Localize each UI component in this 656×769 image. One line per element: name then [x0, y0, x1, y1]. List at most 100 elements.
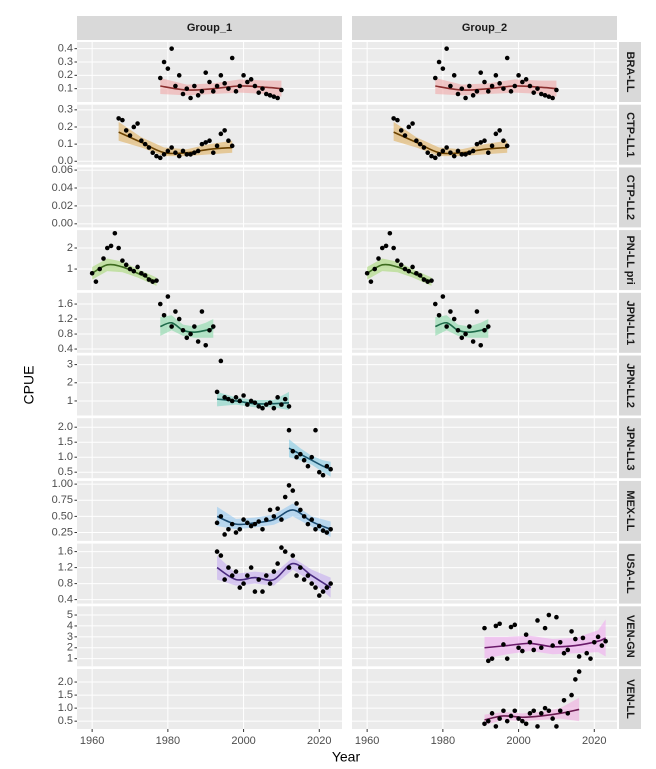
row-strip [619, 42, 641, 102]
y-tick-label: 2 [67, 377, 73, 389]
point [214, 549, 220, 554]
point [203, 70, 209, 75]
point [429, 278, 434, 283]
point [237, 526, 243, 532]
point [324, 585, 330, 590]
y-tick-label: 1.5 [58, 436, 73, 448]
point [535, 86, 540, 91]
point [527, 711, 533, 716]
point [290, 488, 296, 493]
point [248, 398, 254, 404]
point [169, 324, 174, 329]
x-tick-label: 2020 [582, 735, 606, 747]
row-strip [619, 292, 641, 353]
point [440, 66, 446, 71]
point [417, 141, 423, 147]
point [135, 264, 140, 270]
point [328, 581, 333, 586]
point [97, 266, 103, 272]
point [482, 138, 487, 143]
point [267, 507, 273, 513]
point [320, 472, 326, 478]
point [478, 140, 484, 145]
point [444, 46, 449, 51]
point [316, 469, 322, 475]
point [440, 148, 446, 154]
point [391, 116, 396, 121]
point [550, 716, 555, 721]
point [459, 86, 465, 91]
point [546, 94, 552, 99]
point [218, 131, 224, 137]
row-strip [619, 104, 641, 165]
point [316, 523, 322, 529]
point [279, 545, 284, 550]
y-tick-label: 1.2 [58, 313, 73, 325]
point [324, 463, 330, 469]
point [222, 128, 227, 133]
row-label: BRA-LL [624, 52, 636, 93]
row-label: PN-LL pri [624, 235, 636, 284]
y-tick-label: 2.0 [58, 421, 73, 433]
point [192, 150, 197, 155]
point [290, 448, 296, 454]
column-strip [77, 16, 342, 40]
point [591, 640, 597, 645]
point [573, 677, 578, 682]
point [298, 565, 303, 570]
point [463, 95, 468, 101]
point [451, 153, 457, 159]
point [233, 395, 239, 400]
y-tick-label: 0.4 [58, 43, 73, 55]
panel [77, 104, 342, 165]
row-strip [619, 543, 641, 604]
point [554, 87, 559, 93]
row-strip [619, 167, 641, 228]
point [89, 270, 95, 276]
y-tick-label: 1.6 [58, 298, 73, 310]
point [199, 89, 205, 94]
point [142, 273, 148, 278]
confidence-band [484, 619, 606, 659]
point [474, 141, 480, 147]
point [603, 638, 608, 644]
point [485, 150, 491, 155]
row-strip [619, 480, 641, 541]
point [226, 526, 231, 532]
point [328, 526, 333, 532]
point [229, 55, 235, 61]
point [112, 230, 118, 236]
point [275, 561, 280, 566]
point [222, 532, 227, 537]
row-label: CTP-LL2 [624, 175, 636, 220]
point [501, 86, 506, 91]
point [497, 716, 502, 721]
point [497, 81, 502, 86]
point [489, 83, 495, 89]
point [320, 528, 326, 533]
y-tick-label: 0.3 [58, 104, 73, 116]
point [305, 521, 311, 527]
point [214, 520, 220, 526]
point [169, 46, 174, 51]
point [489, 143, 495, 149]
point [241, 393, 246, 398]
point [222, 577, 227, 582]
point [263, 573, 269, 578]
point [294, 454, 299, 460]
point [482, 328, 487, 333]
point [421, 277, 427, 282]
point [195, 148, 201, 154]
point [176, 153, 182, 159]
panel [352, 418, 617, 479]
point [245, 402, 250, 407]
point [123, 128, 129, 133]
point [214, 83, 220, 89]
column-label: Group_2 [462, 22, 507, 34]
point [470, 148, 476, 154]
point [237, 585, 243, 590]
y-tick-label: 0.8 [58, 578, 73, 590]
row-strip [619, 669, 641, 729]
point [451, 316, 457, 322]
panel [352, 104, 617, 165]
